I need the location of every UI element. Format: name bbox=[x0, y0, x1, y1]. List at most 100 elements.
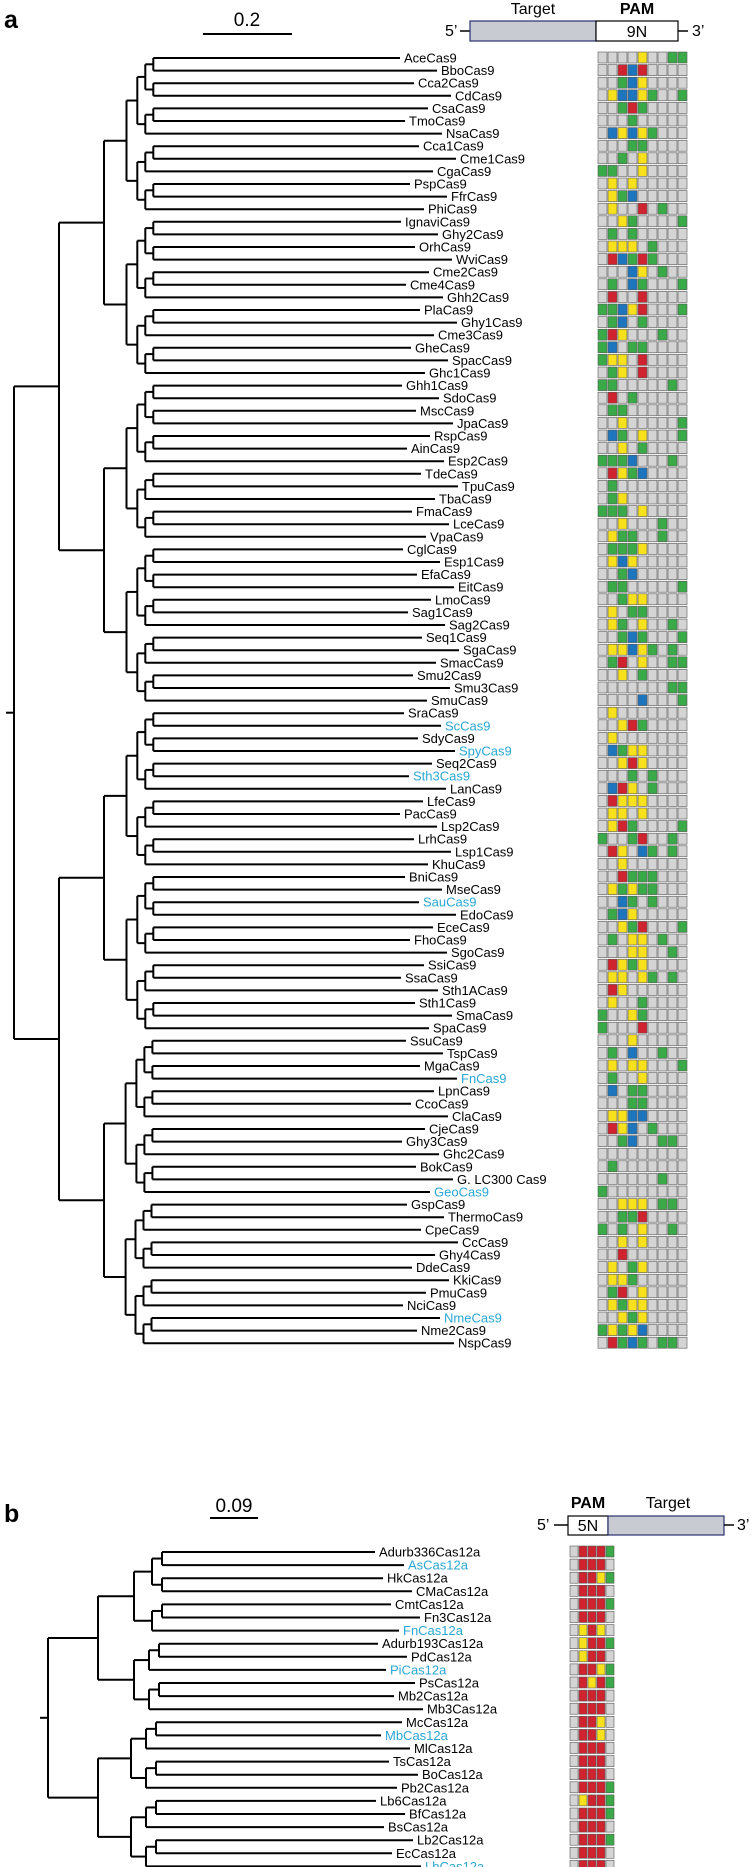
pam-cell bbox=[677, 202, 688, 215]
pam-cell bbox=[627, 404, 638, 417]
pam-cell bbox=[617, 114, 628, 127]
pam-cell bbox=[597, 454, 608, 467]
pam-cell bbox=[667, 631, 678, 643]
pam-cell bbox=[617, 946, 628, 958]
pam-cell bbox=[587, 1807, 597, 1820]
pam-cell bbox=[627, 820, 638, 832]
pam-cell bbox=[647, 883, 658, 895]
pam-cell bbox=[597, 933, 608, 946]
pam-cell bbox=[647, 530, 658, 543]
pam-cell bbox=[667, 1236, 678, 1248]
pam-cell bbox=[657, 341, 668, 354]
pam-cell bbox=[596, 1716, 606, 1728]
pam-cell bbox=[627, 1160, 638, 1173]
pam-cell bbox=[677, 442, 688, 454]
pam-cell bbox=[657, 102, 668, 114]
pam-cell bbox=[617, 1210, 628, 1223]
leaf-label: CpeCas9 bbox=[425, 1222, 479, 1237]
pam-cell bbox=[677, 530, 688, 543]
pam-cell bbox=[607, 656, 618, 669]
pam-cell bbox=[647, 404, 658, 417]
pam-cell bbox=[597, 618, 608, 631]
pam-cell bbox=[627, 467, 638, 480]
pam-cell bbox=[647, 152, 658, 165]
pam-cell bbox=[667, 1110, 678, 1122]
leaf-label: SpacCas9 bbox=[452, 353, 512, 368]
pam-cell bbox=[627, 1047, 638, 1059]
leaf-label: EceCas9 bbox=[437, 920, 490, 935]
pam-cell bbox=[607, 190, 618, 202]
pam-cell bbox=[677, 177, 688, 190]
pam-cell bbox=[607, 946, 618, 958]
pam-cell bbox=[637, 391, 648, 404]
pam-cell bbox=[617, 1135, 628, 1147]
pam-cell bbox=[605, 1650, 615, 1663]
pam-cell bbox=[627, 656, 638, 669]
pam-cell bbox=[607, 1021, 618, 1034]
leaf-label: G. LC300 Cas9 bbox=[457, 1172, 547, 1187]
pam-cell bbox=[667, 694, 678, 706]
pam-cell bbox=[605, 1676, 615, 1689]
pam-cell bbox=[587, 1794, 597, 1807]
leaf-label: Cme2Cas9 bbox=[433, 265, 498, 280]
pam-cell bbox=[578, 1781, 588, 1794]
pam-cell bbox=[677, 732, 688, 744]
pam-cell bbox=[596, 1742, 606, 1754]
pam-cell bbox=[617, 555, 628, 568]
pam-cell bbox=[637, 291, 648, 303]
pam-cell bbox=[657, 543, 668, 555]
pam-cell bbox=[647, 1160, 658, 1173]
pam-cell bbox=[607, 253, 618, 265]
pam-cell bbox=[657, 1185, 668, 1198]
pam-cell bbox=[647, 908, 658, 921]
pam-cell bbox=[617, 1324, 628, 1336]
pam-cell bbox=[667, 681, 678, 694]
pam-cell bbox=[569, 1558, 579, 1571]
pam-cell bbox=[607, 732, 618, 744]
pam-cell bbox=[627, 1173, 638, 1185]
pam-cell bbox=[647, 681, 658, 694]
pam-cell bbox=[657, 1324, 668, 1336]
pam-cell bbox=[617, 442, 628, 454]
leaf-label: TbaCas9 bbox=[439, 492, 492, 507]
pam-cell bbox=[637, 429, 648, 442]
pam-cell bbox=[569, 1689, 579, 1702]
pam-cell bbox=[578, 1729, 588, 1741]
leaf-label: BoCas12a bbox=[422, 1767, 483, 1782]
pam-cell bbox=[677, 933, 688, 946]
pam-cell bbox=[627, 354, 638, 366]
pam-cell bbox=[667, 568, 678, 580]
pam-cell bbox=[627, 933, 638, 946]
pam-cell bbox=[647, 631, 658, 643]
pam-cell bbox=[617, 618, 628, 631]
pam-cell bbox=[667, 366, 678, 379]
pam-cell bbox=[627, 1059, 638, 1072]
pam-cell bbox=[617, 1311, 628, 1324]
pam-cell bbox=[657, 253, 668, 265]
pam-cell bbox=[627, 946, 638, 958]
pam-cell bbox=[607, 1047, 618, 1059]
pam-cell bbox=[677, 1273, 688, 1286]
pam-cell bbox=[637, 883, 648, 895]
pam-cell bbox=[569, 1624, 579, 1636]
pam-cell bbox=[657, 643, 668, 656]
pam-cell bbox=[607, 517, 618, 530]
pam-cell bbox=[637, 442, 648, 454]
pam-cell bbox=[607, 643, 618, 656]
pam-cell bbox=[677, 1236, 688, 1248]
pam-cell bbox=[617, 190, 628, 202]
pam-cell bbox=[607, 694, 618, 706]
leaf-label: BsCas12a bbox=[388, 1820, 449, 1835]
pam-cell bbox=[587, 1716, 597, 1728]
pam-cell bbox=[607, 606, 618, 618]
pam-cell bbox=[657, 391, 668, 404]
pam-cell bbox=[657, 530, 668, 543]
pam-cell bbox=[569, 1755, 579, 1767]
pam-cell bbox=[607, 1185, 618, 1198]
pam-cell bbox=[647, 1009, 658, 1021]
pam-cell bbox=[677, 568, 688, 580]
leaf-label: Ghc2Cas9 bbox=[443, 1147, 504, 1162]
pam-cell bbox=[677, 253, 688, 265]
pam-cell bbox=[667, 240, 678, 253]
pam-cell bbox=[667, 177, 678, 190]
